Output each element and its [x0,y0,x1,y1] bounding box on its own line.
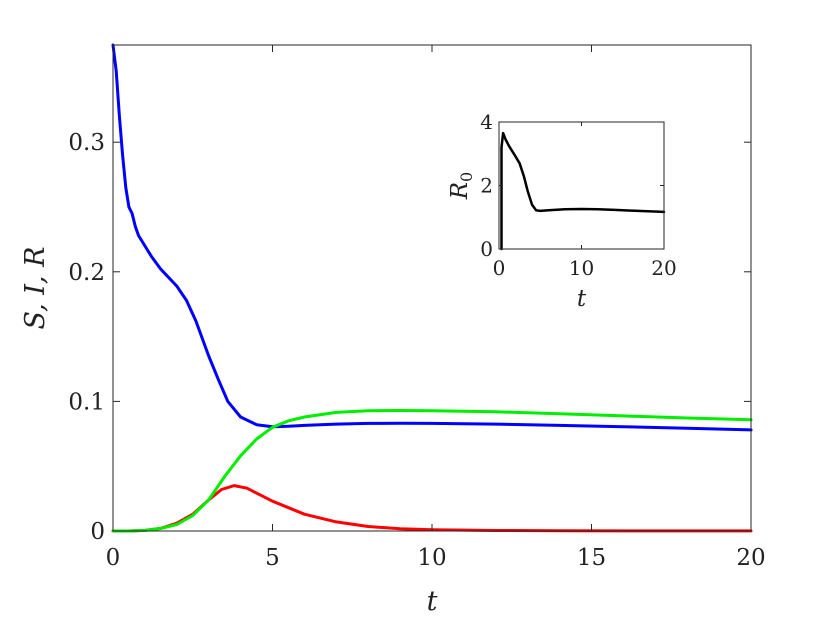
y-tick-label: 0 [90,519,105,545]
inset-plot: 0 10 20 0 2 4 t R0 [447,110,677,312]
inset-y-tick-label: 0 [480,237,493,261]
x-tick-label: 5 [265,545,280,571]
inset-y-tick-label: 4 [480,110,493,134]
y-tick-label: 0.2 [68,260,105,286]
axes-frame [112,44,752,532]
inset-y-axis-label: R0 [447,172,476,201]
inset-x-tick-label: 10 [569,256,594,280]
x-axis-label: t [427,586,438,617]
inset-background [499,122,664,249]
y-tick-label: 0.1 [68,389,105,415]
x-tick-label: 0 [106,545,121,571]
series-line-2 [111,409,753,533]
inset-y-tick-label: 2 [480,174,493,198]
inset-series-line-0 [500,131,666,251]
y-tick-label: 0.3 [68,130,105,156]
y-axis-label: S, I, R [20,247,51,330]
inset-x-tick-label: 20 [651,256,676,280]
x-tick-label: 15 [577,545,606,571]
series-line-0 [111,43,753,432]
inset-x-axis-label: t [577,286,587,312]
x-tick-label: 20 [736,545,765,571]
inset-x-tick-label: 0 [493,256,506,280]
x-tick-label: 10 [417,545,446,571]
